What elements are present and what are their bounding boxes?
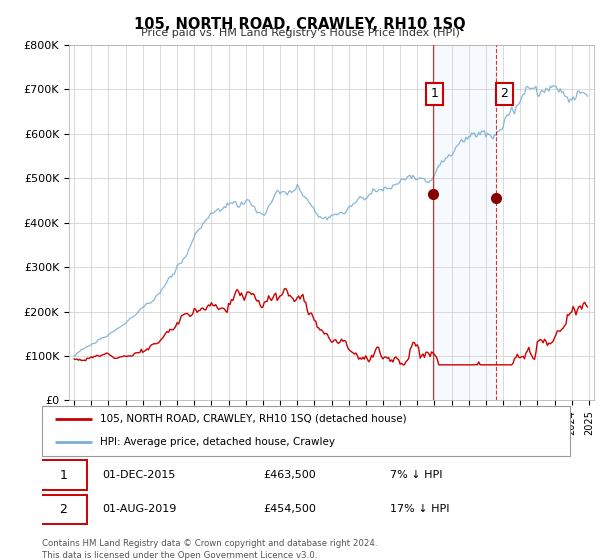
Text: 01-DEC-2015: 01-DEC-2015	[103, 470, 176, 480]
Text: 1: 1	[59, 469, 67, 482]
FancyBboxPatch shape	[40, 460, 87, 489]
Text: 2: 2	[500, 87, 508, 100]
Text: 7% ↓ HPI: 7% ↓ HPI	[391, 470, 443, 480]
FancyBboxPatch shape	[40, 494, 87, 524]
Bar	[433, 45, 496, 400]
Text: 17% ↓ HPI: 17% ↓ HPI	[391, 505, 450, 514]
Text: £463,500: £463,500	[264, 470, 317, 480]
Text: HPI: Average price, detached house, Crawley: HPI: Average price, detached house, Craw…	[100, 437, 335, 447]
Text: 105, NORTH ROAD, CRAWLEY, RH10 1SQ: 105, NORTH ROAD, CRAWLEY, RH10 1SQ	[134, 17, 466, 32]
Text: £454,500: £454,500	[264, 505, 317, 514]
Text: Price paid vs. HM Land Registry's House Price Index (HPI): Price paid vs. HM Land Registry's House …	[140, 28, 460, 38]
Text: 01-AUG-2019: 01-AUG-2019	[103, 505, 177, 514]
FancyBboxPatch shape	[42, 406, 570, 456]
Text: Contains HM Land Registry data © Crown copyright and database right 2024.
This d: Contains HM Land Registry data © Crown c…	[42, 539, 377, 560]
Text: 1: 1	[431, 87, 439, 100]
Text: 2: 2	[59, 503, 67, 516]
Text: 105, NORTH ROAD, CRAWLEY, RH10 1SQ (detached house): 105, NORTH ROAD, CRAWLEY, RH10 1SQ (deta…	[100, 414, 407, 423]
